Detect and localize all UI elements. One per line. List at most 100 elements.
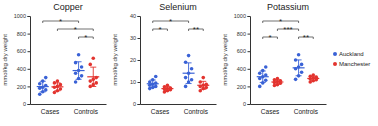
error-cap	[76, 79, 82, 80]
data-point	[187, 54, 191, 58]
legend-item: Auckland	[333, 51, 364, 57]
y-axis-title: mmol/kg dry weight	[222, 34, 228, 86]
y-tick: 800	[237, 31, 250, 37]
data-point	[80, 74, 84, 78]
error-stem	[313, 76, 314, 80]
error-cap	[164, 86, 170, 87]
data-point	[77, 53, 81, 57]
x-tick: Controls	[184, 108, 209, 115]
panel: 02004006008001000CasesControls***Copperm…	[2, 2, 107, 115]
error-stem	[277, 80, 278, 84]
error-stem	[42, 81, 43, 92]
y-tick: 20	[130, 57, 140, 63]
data-point	[190, 78, 194, 82]
x-tick: Controls	[74, 108, 99, 115]
x-tick-label: Controls	[184, 108, 209, 115]
error-stem	[188, 63, 189, 84]
data-point	[88, 63, 92, 67]
x-axis: Cases Controls	[251, 105, 327, 115]
significance-label: *	[74, 25, 77, 34]
y-tick-mark	[28, 34, 31, 35]
y-tick-mark	[28, 16, 31, 17]
data-point	[190, 67, 194, 71]
significance-label: *	[159, 25, 162, 34]
y-tick-mark	[248, 16, 251, 17]
error-bar	[40, 81, 46, 92]
error-stem	[298, 60, 299, 76]
x-axis-line	[251, 104, 327, 105]
y-tick: 400	[17, 66, 30, 72]
y-axis: 02004006008001000	[234, 13, 251, 107]
y-tick: 30	[130, 35, 140, 41]
y-tick: 600	[17, 48, 30, 54]
plot-area: 02004006008001000CasesControls***	[14, 13, 107, 114]
y-tick-label: 0	[133, 101, 136, 107]
error-bar	[90, 67, 96, 86]
error-cap	[164, 90, 170, 91]
error-cap	[186, 83, 192, 84]
error-bar	[164, 87, 170, 91]
y-tick-label: 200	[237, 84, 246, 90]
y-axis-title: mmol/kg dry weight	[112, 34, 118, 86]
legend-marker	[333, 62, 337, 66]
data-point	[297, 53, 301, 57]
error-bar	[150, 80, 156, 87]
significance-label: *	[269, 33, 272, 42]
y-tick-label: 40	[130, 13, 136, 19]
x-tick-label: Controls	[294, 108, 319, 115]
panel: 02004006008001000CasesControls*******Pot…	[222, 2, 327, 115]
x-axis: Cases Controls	[141, 105, 217, 115]
y-tick-mark	[138, 38, 141, 39]
error-cap	[296, 59, 302, 60]
error-cap	[186, 62, 192, 63]
data-point	[258, 71, 262, 75]
data-point	[184, 60, 188, 64]
plot-area: 02004006008001000CasesControls*******	[234, 13, 327, 114]
x-tick: Cases	[151, 108, 170, 115]
figure: 0 200 400 600 800 1000 Cases Controls * * * Copper m…	[0, 0, 378, 126]
y-tick-mark	[138, 16, 141, 17]
x-tick-label: Cases	[261, 108, 280, 115]
y-tick-label: 1000	[234, 13, 246, 19]
chart-title: Copper	[53, 2, 83, 12]
x-axis-line	[141, 104, 217, 105]
legend-marker	[333, 52, 337, 56]
data-point	[80, 65, 84, 69]
data-point	[38, 93, 42, 97]
error-stem	[262, 71, 263, 82]
y-tick: 40	[130, 13, 140, 19]
legend-label: Manchester	[339, 61, 370, 67]
x-tick: Controls	[294, 108, 319, 115]
data-point	[258, 85, 262, 89]
data-point	[201, 76, 205, 80]
significance: ****	[153, 17, 204, 34]
y-tick-mark	[138, 82, 141, 83]
y-tick-mark	[248, 69, 251, 70]
error-cap	[200, 81, 206, 82]
y-tick-mark	[28, 86, 31, 87]
y-tick: 1000	[234, 13, 250, 19]
error-stem	[203, 81, 204, 89]
error-cap	[54, 82, 60, 83]
chart-title: Selenium	[159, 2, 197, 12]
data-point	[154, 75, 158, 79]
y-tick-mark	[28, 104, 31, 105]
x-tick: Cases	[261, 108, 280, 115]
error-cap	[200, 89, 206, 90]
data-point	[74, 71, 78, 75]
error-bar	[310, 76, 316, 80]
data-point	[94, 81, 98, 85]
y-tick-mark	[138, 104, 141, 105]
error-cap	[274, 79, 280, 80]
error-stem	[152, 80, 153, 87]
error-stem	[93, 67, 94, 86]
data-point	[59, 87, 63, 91]
chart-title: Potassium	[267, 2, 309, 12]
error-bar	[186, 63, 192, 84]
series	[51, 56, 99, 94]
significance-label: *	[279, 17, 282, 26]
data-point	[74, 80, 78, 84]
significance: *******	[263, 17, 314, 42]
data-point	[44, 88, 48, 92]
marks	[257, 53, 320, 88]
